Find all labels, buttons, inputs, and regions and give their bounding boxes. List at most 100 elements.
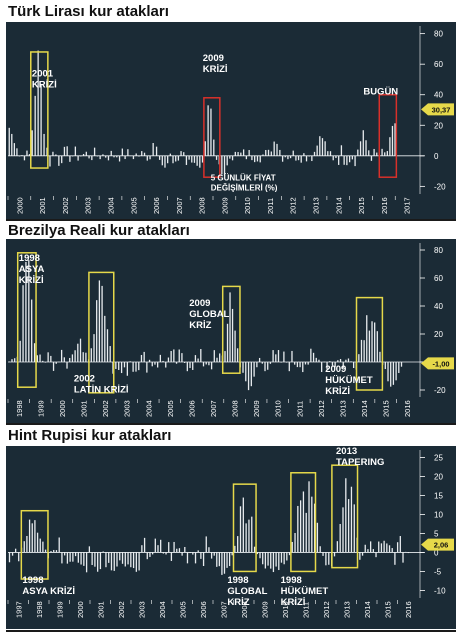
- bar: [180, 151, 182, 156]
- bar: [53, 549, 55, 553]
- bar: [172, 155, 174, 164]
- bar: [237, 152, 239, 156]
- bar: [321, 138, 324, 156]
- bar: [28, 154, 31, 156]
- x-tick-label: 2003: [84, 197, 93, 214]
- x-tick-label: 2004: [107, 197, 116, 214]
- bar: [273, 141, 275, 156]
- bar: [186, 552, 189, 564]
- bar: [342, 362, 344, 368]
- bar: [178, 548, 181, 553]
- bar: [259, 155, 261, 163]
- bar: [364, 544, 366, 553]
- bar: [82, 352, 84, 362]
- bar: [126, 362, 128, 376]
- bar: [251, 516, 253, 553]
- bar: [85, 552, 88, 573]
- bar: [319, 136, 321, 156]
- x-tick-label: 2016: [403, 400, 412, 417]
- bar: [262, 154, 264, 156]
- bar: [146, 362, 148, 373]
- bar: [151, 362, 153, 367]
- y-tick-label: -5: [434, 567, 442, 576]
- bar: [305, 512, 307, 553]
- x-tick-label: 2014: [334, 197, 343, 214]
- bar: [275, 552, 277, 567]
- bar: [188, 155, 190, 160]
- x-tick-label: 2015: [382, 400, 391, 417]
- bar: [18, 552, 20, 562]
- bar: [207, 105, 209, 156]
- bar: [79, 338, 82, 362]
- bar: [113, 552, 115, 571]
- bar: [367, 549, 369, 553]
- bar: [358, 354, 360, 362]
- bar: [192, 362, 194, 370]
- bar: [52, 151, 54, 156]
- bar: [173, 349, 175, 362]
- bar: [39, 538, 41, 553]
- bar: [324, 141, 326, 156]
- bar: [167, 155, 169, 164]
- plot-background: [6, 22, 456, 220]
- bar: [138, 552, 140, 571]
- bar: [85, 352, 87, 362]
- bar: [213, 552, 215, 556]
- bar: [140, 354, 143, 362]
- bar: [98, 280, 101, 362]
- bar: [294, 362, 296, 365]
- bar: [63, 146, 66, 156]
- x-tick-label: 1999: [55, 601, 64, 618]
- bar: [205, 362, 207, 365]
- x-tick-label: 2012: [289, 197, 298, 214]
- y-tick-label: 20: [434, 330, 443, 339]
- bar: [357, 149, 359, 156]
- chart-title-inr: Hint Rupisi kur atakları: [8, 427, 172, 444]
- x-tick-label: 2002: [61, 197, 70, 214]
- bar: [72, 552, 74, 562]
- current-value-badge: 2,06: [421, 538, 454, 551]
- bar: [108, 552, 110, 563]
- x-tick-label: 2004: [158, 601, 167, 618]
- bar: [299, 362, 301, 368]
- bar: [210, 552, 213, 559]
- y-tick-label: 40: [434, 91, 443, 100]
- bar: [384, 362, 386, 370]
- bar: [240, 152, 242, 156]
- bar: [362, 130, 364, 156]
- bar: [373, 148, 375, 156]
- bar: [346, 155, 348, 166]
- chart-try: 80 60 40 20 0 -20 2000 2001 2002 2003 2004 2005 2006…: [6, 22, 456, 220]
- bar: [231, 155, 234, 161]
- bar: [315, 357, 317, 362]
- bar: [31, 130, 33, 156]
- bar: [37, 50, 39, 156]
- x-tick-label: 2011: [295, 401, 304, 417]
- bar: [191, 155, 193, 163]
- bar: [194, 355, 197, 362]
- bar: [335, 155, 337, 159]
- divider: [6, 423, 456, 425]
- bar: [272, 552, 275, 573]
- bar: [256, 362, 258, 368]
- bar: [60, 349, 63, 362]
- bar: [192, 552, 194, 555]
- bar: [115, 362, 117, 369]
- bar: [287, 155, 289, 160]
- bar: [216, 357, 218, 362]
- bar: [157, 362, 159, 368]
- bar: [185, 155, 188, 165]
- bar: [327, 151, 329, 156]
- highlight-box: [221, 285, 241, 374]
- bar: [66, 362, 68, 369]
- bar: [118, 362, 120, 370]
- x-tick-label: 2010: [243, 197, 252, 214]
- bar: [299, 500, 302, 553]
- bar: [245, 523, 247, 553]
- x-tick-label: 2011: [301, 602, 310, 618]
- bar: [85, 151, 87, 156]
- bar: [36, 532, 39, 553]
- bar: [339, 523, 341, 553]
- bar: [50, 355, 52, 362]
- chart-title-brl: Brezilya Reali kur atakları: [8, 222, 190, 239]
